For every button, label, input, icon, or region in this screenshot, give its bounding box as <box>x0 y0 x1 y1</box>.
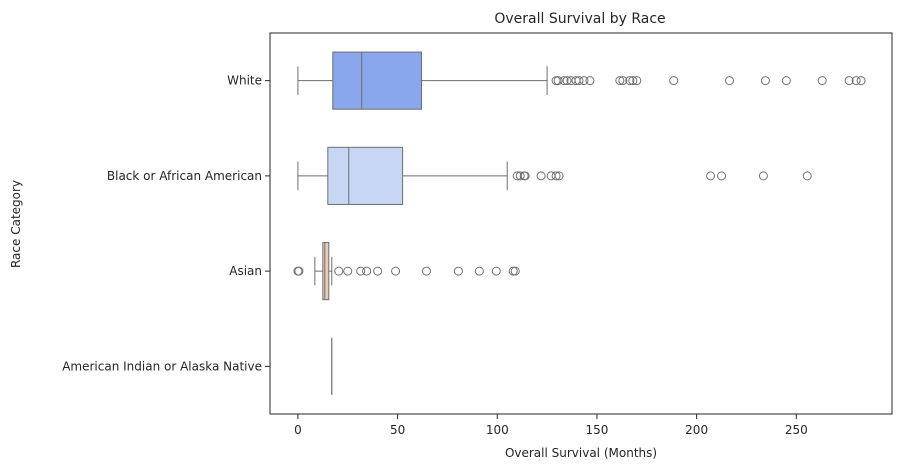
outlier-point <box>520 171 530 181</box>
outlier-point <box>628 76 638 86</box>
y-axis: White Black or African American Asian Ameri… <box>62 74 270 373</box>
outlier-point <box>294 266 304 276</box>
outlier-point <box>334 266 344 276</box>
outlier-point <box>474 266 484 276</box>
outlier-point <box>856 76 866 86</box>
outlier-point <box>802 171 812 181</box>
outlier-point <box>508 266 518 276</box>
chart-title: Overall Survival by Race <box>494 11 665 27</box>
outlier-point <box>510 266 520 276</box>
x-tick-label: 0 <box>294 423 302 437</box>
box-group <box>297 146 812 205</box>
x-tick-label: 250 <box>785 423 808 437</box>
outlier-point <box>579 76 589 86</box>
outlier-point <box>391 266 401 276</box>
outlier-point <box>421 266 431 276</box>
outlier-point <box>553 76 563 86</box>
outlier-point <box>515 171 525 181</box>
outlier-point <box>585 76 595 86</box>
outlier-point <box>717 171 727 181</box>
outlier-point <box>551 76 561 86</box>
outlier-point <box>758 171 768 181</box>
outlier-point <box>817 76 827 86</box>
outlier-point <box>669 76 679 86</box>
outlier-point <box>562 76 572 86</box>
outlier-point <box>615 76 625 86</box>
outlier-point <box>618 76 628 86</box>
x-tick-label: 150 <box>585 423 608 437</box>
outlier-point <box>706 171 716 181</box>
box-group <box>297 51 866 110</box>
outlier-point <box>356 266 366 276</box>
box-group <box>293 242 520 301</box>
plot-frame <box>269 32 893 415</box>
outlier-point <box>781 76 791 86</box>
outlier-point <box>373 266 383 276</box>
outlier-point <box>725 76 735 86</box>
plot-area <box>293 51 866 395</box>
y-tick-label: Asian <box>229 264 262 278</box>
outlier-point <box>574 76 584 86</box>
x-axis-label: Overall Survival (Months) <box>505 446 657 460</box>
outlier-point <box>559 76 569 86</box>
y-tick-label: Black or African American <box>107 169 262 183</box>
x-tick-label: 100 <box>486 423 509 437</box>
y-axis-label: Race Category <box>9 180 23 268</box>
x-tick-label: 200 <box>685 423 708 437</box>
outlier-point <box>554 171 564 181</box>
x-axis: 0 50 100 150 200 250 <box>294 414 808 437</box>
iqr-box <box>327 146 404 205</box>
y-tick-label: White <box>227 74 262 88</box>
outlier-point <box>760 76 770 86</box>
outlier-point <box>491 266 501 276</box>
iqr-box <box>322 242 330 301</box>
outlier-point <box>536 171 546 181</box>
outlier-point <box>362 266 372 276</box>
outlier-point <box>632 76 642 86</box>
x-tick-label: 50 <box>390 423 405 437</box>
outlier-point <box>851 76 861 86</box>
outlier-point <box>844 76 854 86</box>
outlier-point <box>625 76 635 86</box>
outlier-point <box>343 266 353 276</box>
outlier-point <box>551 171 561 181</box>
iqr-box <box>332 51 423 110</box>
outlier-point <box>453 266 463 276</box>
y-tick-label: American Indian or Alaska Native <box>62 359 262 373</box>
